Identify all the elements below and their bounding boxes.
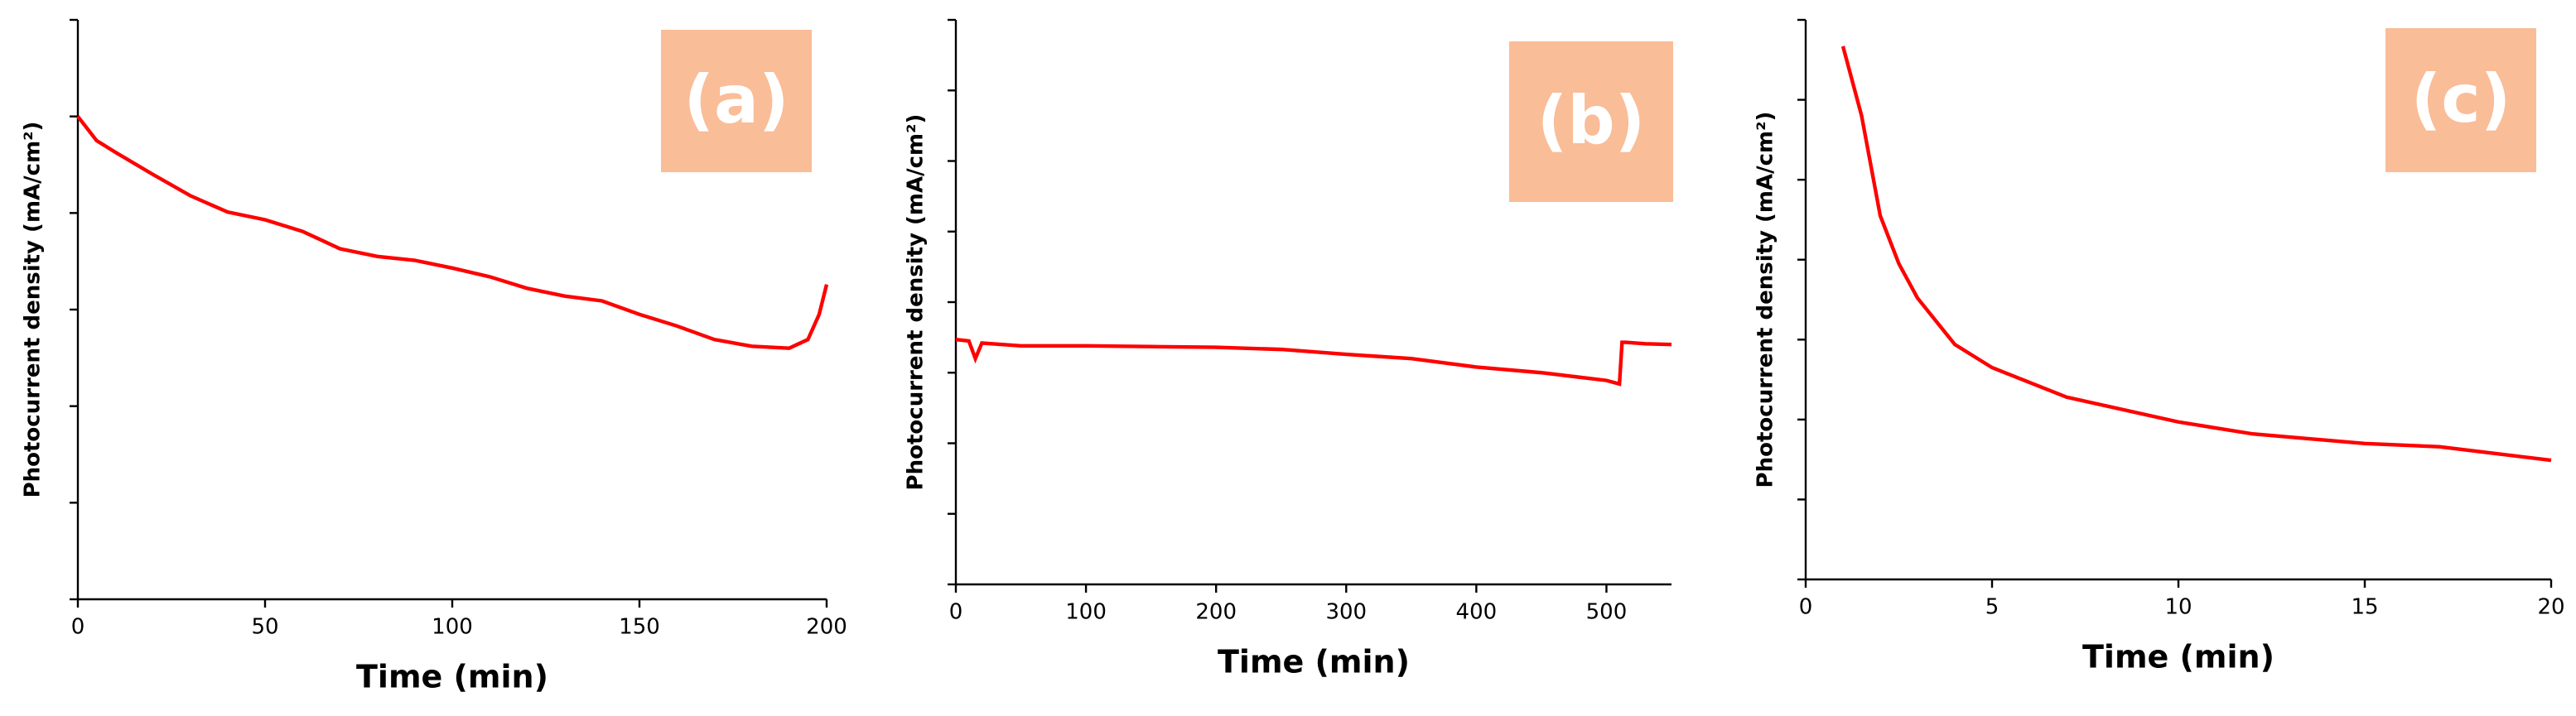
- x-tick-label: 100: [1065, 600, 1107, 625]
- data-line: [76, 115, 829, 350]
- annotation: (b): [1537, 82, 1645, 159]
- x-tick-label: 150: [619, 615, 660, 640]
- y-axis-label: Photocurrent density (mA/cm²): [21, 122, 46, 498]
- x-axis-label: Time (min): [356, 659, 548, 695]
- x-tick-label: 15: [2351, 595, 2378, 620]
- x-tick-label: 400: [1456, 600, 1498, 625]
- x-tick-label: 0: [1799, 595, 1813, 620]
- x-axis-label: Time (min): [2082, 639, 2275, 675]
- data-line: [955, 337, 1672, 387]
- x-tick-label: 50: [251, 615, 278, 640]
- x-tick-label: 200: [1195, 600, 1237, 625]
- y-axis-label: Photocurrent density (mA/cm²): [904, 114, 929, 491]
- y-axis-label: Photocurrent density (mA/cm²): [1754, 112, 1778, 488]
- x-axis-label: Time (min): [1218, 644, 1410, 680]
- x-tick-label: 0: [949, 600, 963, 625]
- x-tick-label: 20: [2537, 595, 2564, 620]
- annotation-box: [661, 30, 812, 172]
- x-tick-label: 10: [2164, 595, 2192, 620]
- x-tick-label: 0: [71, 615, 85, 640]
- annotation-box: [2385, 28, 2536, 172]
- annotation-box: [1509, 41, 1673, 202]
- x-tick-label: 100: [432, 615, 473, 640]
- x-tick-label: 200: [806, 615, 847, 640]
- annotation: (c): [2411, 60, 2511, 137]
- x-tick-label: 300: [1325, 600, 1367, 625]
- x-tick-label: 500: [1586, 600, 1628, 625]
- annotation: (a): [683, 61, 789, 138]
- data-line: [1840, 46, 2552, 463]
- x-tick-label: 5: [1985, 595, 2000, 620]
